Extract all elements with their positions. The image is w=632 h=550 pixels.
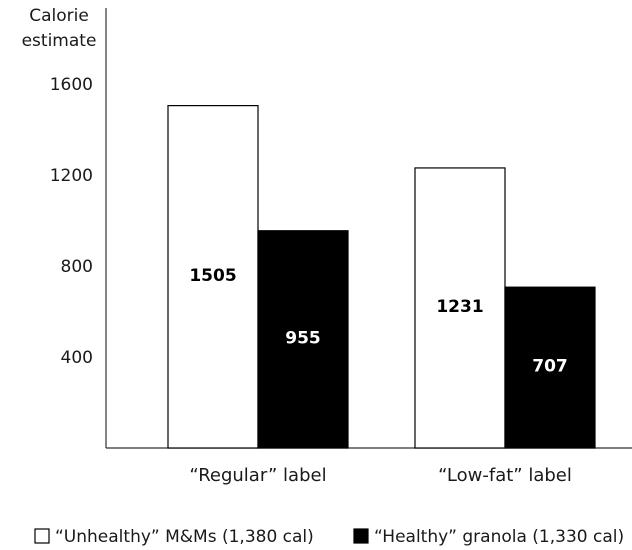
y-tick-label: 400 (61, 348, 93, 368)
legend-label: “Unhealthy” M&Ms (1,380 cal) (55, 527, 314, 547)
bar-value-label: 955 (285, 328, 321, 348)
y-axis-title-line-1: Calorie (29, 6, 89, 26)
bar (414, 167, 506, 449)
bar (504, 286, 596, 449)
bars (167, 105, 596, 449)
bar-value-label: 1505 (189, 266, 236, 286)
x-axis-category-labels: “Regular” label “Low-fat” label (189, 465, 571, 486)
y-axis-ticks: 400 800 1200 1600 (50, 75, 93, 368)
legend-swatch (34, 528, 50, 544)
legend-swatch (353, 528, 369, 544)
legend: “Unhealthy” M&Ms (1,380 cal) “Healthy” gr… (34, 527, 624, 547)
bar (167, 105, 259, 449)
x-category-label: “Low-fat” label (438, 465, 572, 486)
y-tick-label: 1200 (50, 166, 93, 186)
bar (257, 230, 349, 449)
bar-value-label: 1231 (436, 297, 483, 317)
y-tick-label: 1600 (50, 75, 93, 95)
bar-value-label: 707 (532, 357, 568, 377)
y-tick-label: 800 (61, 257, 93, 277)
y-axis-title: Calorie estimate (22, 6, 97, 51)
legend-label: “Healthy” granola (1,330 cal) (374, 527, 624, 547)
x-category-label: “Regular” label (189, 465, 326, 486)
data-labels: 1505 955 1231 707 (189, 266, 567, 377)
y-axis-title-line-2: estimate (22, 31, 97, 51)
